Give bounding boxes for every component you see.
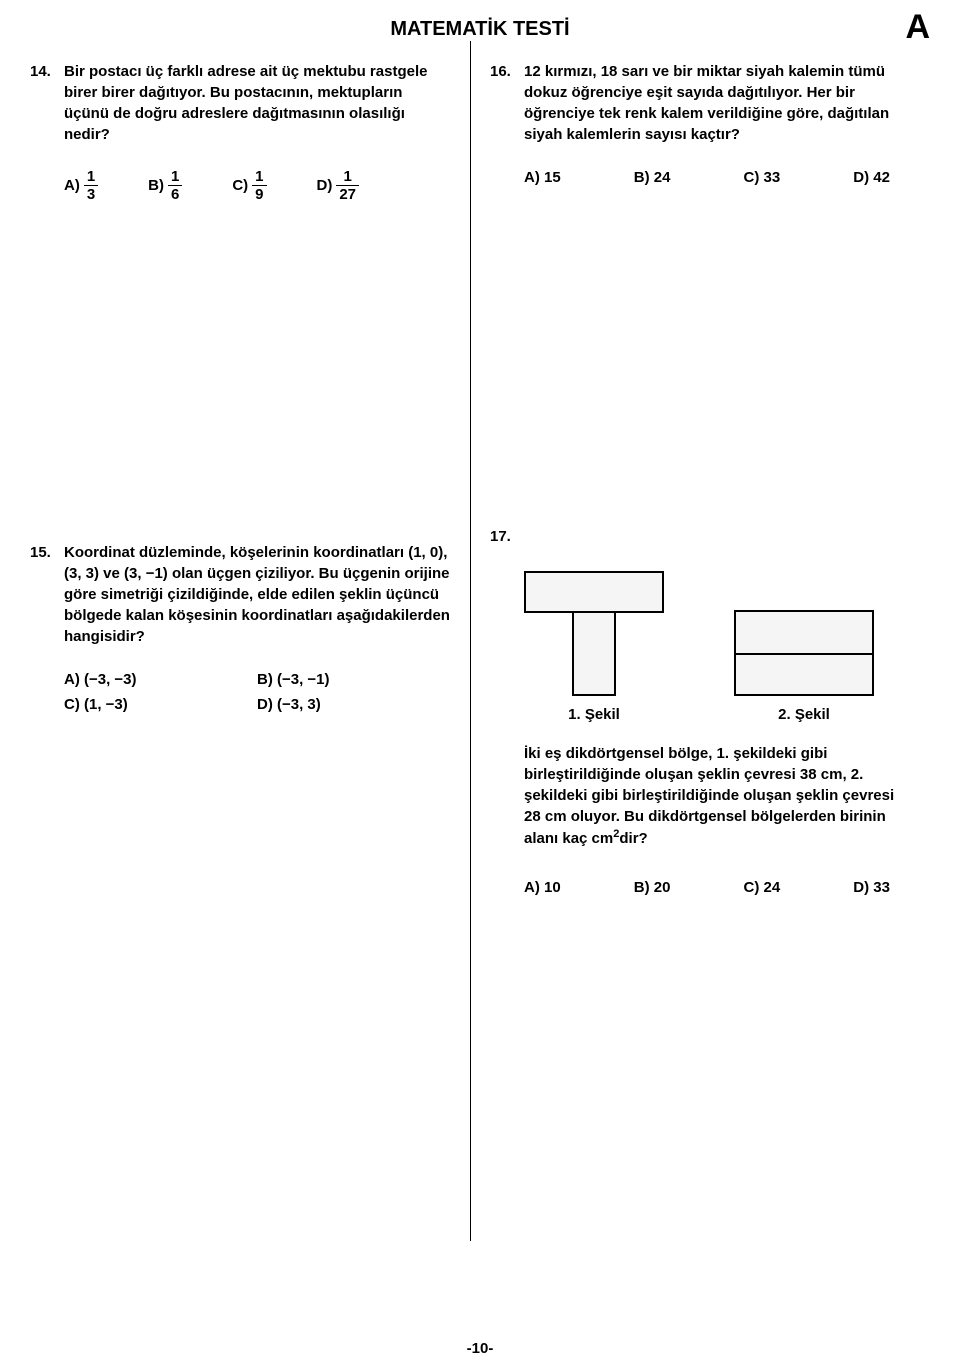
q16-answer-b: B) 24 xyxy=(634,169,671,186)
figure-2-label: 2. Şekil xyxy=(734,706,874,723)
q16-text: 12 kırmızı, 18 sarı ve bir miktar siyah … xyxy=(524,61,910,145)
figure-1-wrap: 1. Şekil xyxy=(524,571,664,723)
page-number: -10- xyxy=(0,1340,960,1357)
q15-answer-a: A) (−3, −3) xyxy=(64,671,257,688)
q17-text-post: dir? xyxy=(619,830,647,847)
q16-number: 16. xyxy=(490,61,524,145)
spacer xyxy=(30,262,450,542)
numerator: 1 xyxy=(341,169,355,185)
question-15: 15. Koordinat düzleminde, köşelerinin ko… xyxy=(30,542,450,647)
fraction: 1 3 xyxy=(84,169,98,202)
q17-empty xyxy=(524,526,910,547)
q14-number: 14. xyxy=(30,61,64,145)
q16-answers: A) 15 B) 24 C) 33 D) 42 xyxy=(490,169,910,186)
q14-answer-d: D) 1 27 xyxy=(317,169,360,202)
denominator: 9 xyxy=(252,185,266,202)
question-16: 16. 12 kırmızı, 18 sarı ve bir miktar si… xyxy=(490,61,910,145)
answer-label: D) xyxy=(317,177,333,194)
q14-answer-a: A) 1 3 xyxy=(64,169,98,202)
q17-answers: A) 10 B) 20 C) 24 D) 33 xyxy=(490,879,910,896)
fraction: 1 6 xyxy=(168,169,182,202)
q15-text: Koordinat düzleminde, köşelerinin koordi… xyxy=(64,542,450,647)
columns: 14. Bir postacı üç farklı adrese ait üç … xyxy=(0,41,960,956)
page-header: MATEMATİK TESTİ A xyxy=(0,0,960,41)
answer-label: A) xyxy=(64,177,80,194)
q16-answer-a: A) 15 xyxy=(524,169,561,186)
numerator: 1 xyxy=(168,169,182,185)
figure-2-wrap: 2. Şekil xyxy=(734,610,874,723)
fraction: 1 9 xyxy=(252,169,266,202)
q14-text: Bir postacı üç farklı adrese ait üç mekt… xyxy=(64,61,450,145)
right-column: 16. 12 kırmızı, 18 sarı ve bir miktar si… xyxy=(470,61,910,956)
answer-label: B) xyxy=(148,177,164,194)
denominator: 6 xyxy=(168,185,182,202)
answer-label: C) xyxy=(232,177,248,194)
fig2-hline xyxy=(736,653,872,655)
q16-answer-d: D) 42 xyxy=(853,169,890,186)
left-column: 14. Bir postacı üç farklı adrese ait üç … xyxy=(30,61,470,956)
fraction: 1 27 xyxy=(336,169,359,202)
denominator: 3 xyxy=(84,185,98,202)
numerator: 1 xyxy=(84,169,98,185)
figure-1 xyxy=(524,571,664,696)
q15-answers: A) (−3, −3) B) (−3, −1) C) (1, −3) D) (−… xyxy=(30,671,450,713)
denominator: 27 xyxy=(336,185,359,202)
figure-2 xyxy=(734,610,874,696)
numerator: 1 xyxy=(252,169,266,185)
q16-answer-c: C) 33 xyxy=(744,169,781,186)
figure-1-label: 1. Şekil xyxy=(524,706,664,723)
fig1-rect-bottom xyxy=(572,611,616,696)
q14-answer-c: C) 1 9 xyxy=(232,169,266,202)
q17-answer-d: D) 33 xyxy=(853,879,890,896)
q15-answer-d: D) (−3, 3) xyxy=(257,696,450,713)
fig1-rect-top xyxy=(524,571,664,613)
q17-answer-c: C) 24 xyxy=(744,879,781,896)
question-14: 14. Bir postacı üç farklı adrese ait üç … xyxy=(30,61,450,145)
q15-number: 15. xyxy=(30,542,64,647)
q17-number: 17. xyxy=(490,526,524,547)
q17-text-pre: İki eş dikdörtgensel bölge, 1. şekildeki… xyxy=(524,745,894,847)
q14-answers: A) 1 3 B) 1 6 C) 1 9 xyxy=(30,169,450,202)
q15-answer-c: C) (1, −3) xyxy=(64,696,257,713)
q17-text: İki eş dikdörtgensel bölge, 1. şekildeki… xyxy=(490,743,910,849)
spacer xyxy=(490,246,910,526)
test-title: MATEMATİK TESTİ xyxy=(390,18,569,41)
q14-answer-b: B) 1 6 xyxy=(148,169,182,202)
q17-answer-a: A) 10 xyxy=(524,879,561,896)
q17-figures: 1. Şekil 2. Şekil xyxy=(490,571,910,723)
q15-answer-b: B) (−3, −1) xyxy=(257,671,450,688)
question-17-header: 17. xyxy=(490,526,910,547)
q17-answer-b: B) 20 xyxy=(634,879,671,896)
